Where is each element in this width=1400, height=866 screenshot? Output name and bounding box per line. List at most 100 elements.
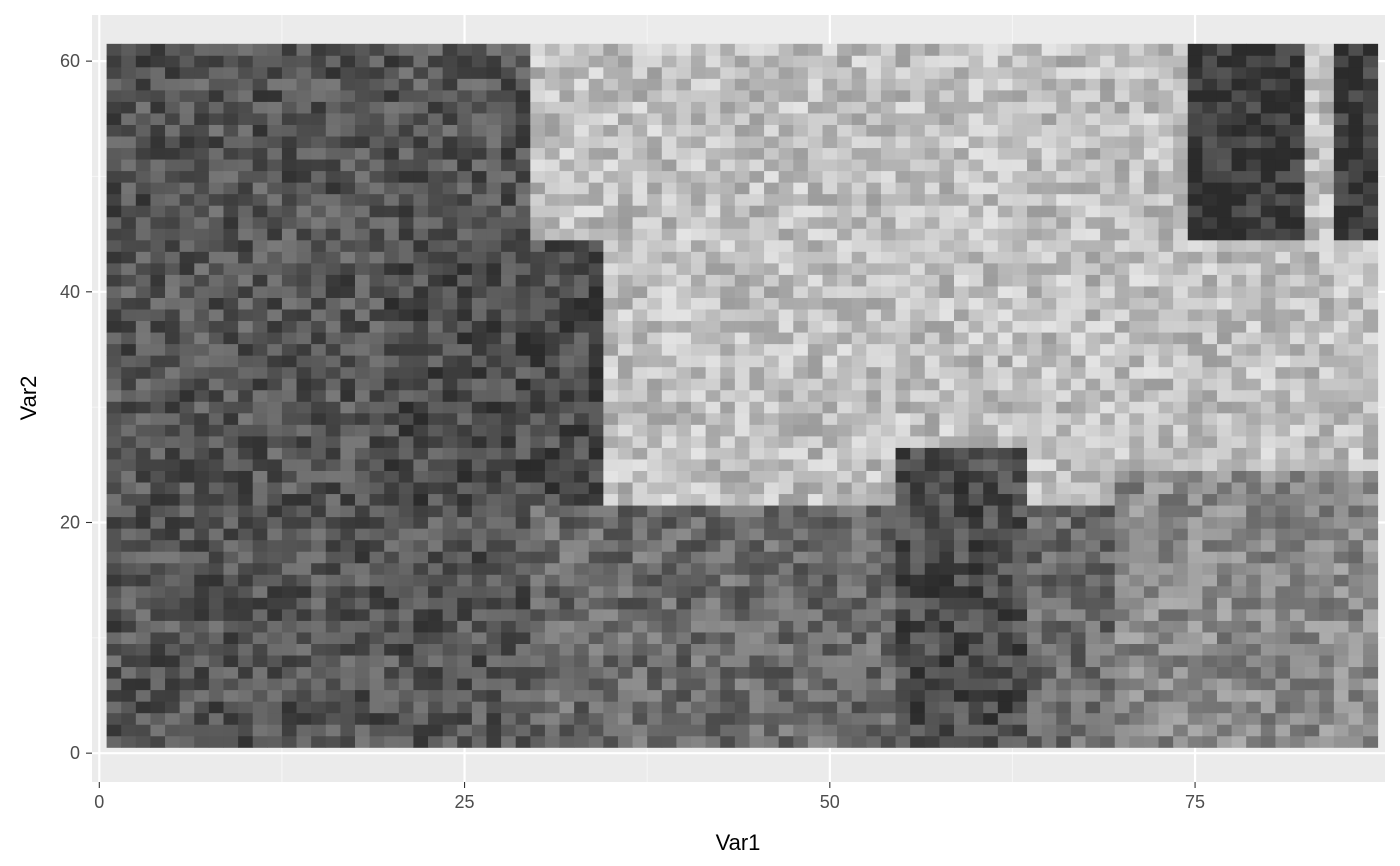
heatmap-tile xyxy=(617,724,633,737)
heatmap-tile xyxy=(588,655,604,668)
heatmap-tile xyxy=(1187,689,1203,702)
heatmap-tile xyxy=(384,170,400,183)
heatmap-tile xyxy=(267,735,283,748)
heatmap-tile xyxy=(1041,193,1057,206)
heatmap-tile xyxy=(281,459,297,471)
heatmap-tile xyxy=(238,412,254,425)
heatmap-tile xyxy=(1216,228,1232,241)
heatmap-tile xyxy=(954,516,970,529)
heatmap-tile xyxy=(1114,378,1130,391)
heatmap-tile xyxy=(807,101,823,114)
heatmap-tile xyxy=(851,666,867,679)
heatmap-tile xyxy=(807,89,823,102)
heatmap-tile xyxy=(281,147,297,160)
heatmap-tile xyxy=(281,124,297,137)
heatmap-tile xyxy=(939,239,955,252)
heatmap-tile xyxy=(661,689,677,702)
heatmap-tile xyxy=(413,493,429,506)
heatmap-tile xyxy=(1143,689,1159,702)
heatmap-tile xyxy=(1027,632,1043,644)
heatmap-tile xyxy=(311,170,327,183)
heatmap-tile xyxy=(822,159,838,172)
heatmap-tile xyxy=(238,678,254,691)
heatmap-tile xyxy=(588,562,604,575)
heatmap-tile xyxy=(1216,551,1232,564)
heatmap-tile xyxy=(968,43,984,56)
heatmap-tile xyxy=(617,643,633,656)
heatmap-tile xyxy=(1085,170,1101,183)
heatmap-tile xyxy=(530,701,546,714)
heatmap-tile xyxy=(880,482,896,495)
heatmap-tile xyxy=(106,608,122,621)
heatmap-tile xyxy=(1012,251,1028,264)
heatmap-tile xyxy=(325,574,341,587)
heatmap-tile xyxy=(764,666,780,679)
heatmap-tile xyxy=(632,205,648,218)
heatmap-tile xyxy=(398,505,414,518)
heatmap-tile xyxy=(720,608,736,621)
heatmap-tile xyxy=(1070,78,1086,91)
heatmap-tile xyxy=(296,378,312,391)
heatmap-tile xyxy=(734,585,750,598)
heatmap-tile xyxy=(384,608,400,621)
heatmap-tile xyxy=(778,655,794,668)
heatmap-tile xyxy=(369,113,385,125)
heatmap-tile xyxy=(1070,435,1086,448)
heatmap-tile xyxy=(413,712,429,725)
heatmap-tile xyxy=(559,689,575,702)
heatmap-tile xyxy=(413,470,429,483)
heatmap-tile xyxy=(720,724,736,737)
heatmap-tile xyxy=(676,632,692,644)
heatmap-tile xyxy=(1216,136,1232,149)
heatmap-tile xyxy=(1260,459,1276,471)
heatmap-tile xyxy=(749,228,765,241)
heatmap-tile xyxy=(837,355,853,368)
heatmap-tile xyxy=(1246,551,1262,564)
heatmap-tile xyxy=(954,101,970,114)
heatmap-tile xyxy=(252,516,268,529)
heatmap-tile xyxy=(924,182,940,195)
heatmap-tile xyxy=(428,205,444,218)
heatmap-tile xyxy=(866,735,882,748)
heatmap-tile xyxy=(442,286,458,298)
heatmap-tile xyxy=(837,701,853,714)
heatmap-tile xyxy=(1027,113,1043,125)
heatmap-tile xyxy=(121,332,137,345)
heatmap-tile xyxy=(954,320,970,333)
heatmap-tile xyxy=(369,136,385,149)
heatmap-tile xyxy=(252,286,268,298)
heatmap-tile xyxy=(486,482,502,495)
heatmap-tile xyxy=(983,435,999,448)
heatmap-tile xyxy=(793,712,809,725)
heatmap-tile xyxy=(194,401,210,414)
heatmap-tile xyxy=(837,689,853,702)
heatmap-tile xyxy=(1202,343,1218,356)
heatmap-tile xyxy=(413,597,429,610)
heatmap-tile xyxy=(822,678,838,691)
heatmap-tile xyxy=(208,101,224,114)
heatmap-tile xyxy=(179,320,195,333)
heatmap-tile xyxy=(223,55,239,68)
heatmap-tile xyxy=(983,493,999,506)
heatmap-tile xyxy=(1143,239,1159,252)
heatmap-tile xyxy=(954,597,970,610)
heatmap-tile xyxy=(442,159,458,172)
heatmap-tile xyxy=(1143,66,1159,79)
heatmap-tile xyxy=(734,482,750,495)
heatmap-tile xyxy=(325,182,341,195)
heatmap-tile xyxy=(106,205,122,218)
heatmap-tile xyxy=(1187,378,1203,391)
heatmap-tile xyxy=(880,608,896,621)
heatmap-tile xyxy=(1114,655,1130,668)
heatmap-tile xyxy=(1246,459,1262,471)
heatmap-tile xyxy=(165,585,181,598)
heatmap-tile xyxy=(1187,447,1203,460)
heatmap-tile xyxy=(515,320,531,333)
heatmap-tile xyxy=(413,182,429,195)
heatmap-tile xyxy=(530,666,546,679)
heatmap-tile xyxy=(749,297,765,310)
heatmap-tile xyxy=(939,574,955,587)
heatmap-tile xyxy=(106,124,122,137)
heatmap-tile xyxy=(150,562,166,575)
heatmap-tile xyxy=(983,424,999,437)
